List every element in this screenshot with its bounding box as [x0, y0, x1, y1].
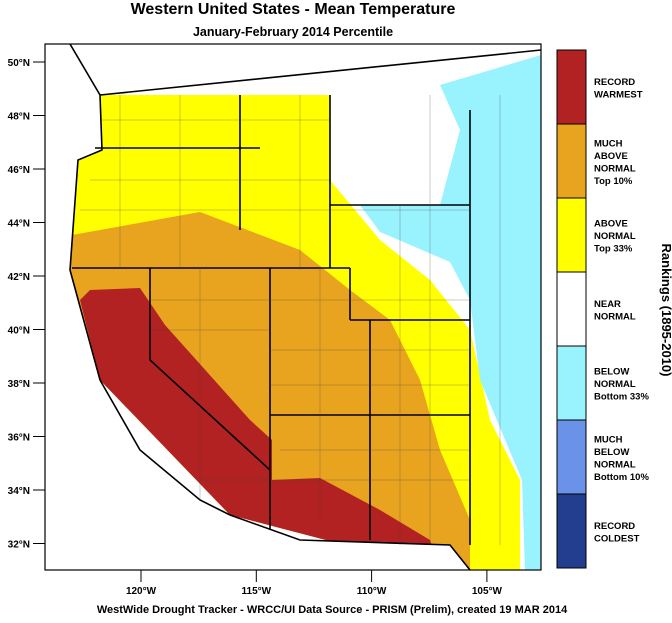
legend-label: WARMEST: [594, 89, 643, 100]
legend-label: NORMAL: [594, 231, 636, 242]
legend-label: MUCH: [594, 434, 623, 445]
legend-label: NORMAL: [594, 163, 636, 174]
legend-label: ABOVE: [594, 151, 628, 162]
legend-swatch: [556, 49, 587, 125]
legend-label: NORMAL: [594, 459, 636, 470]
legend-label: RECORD: [594, 77, 635, 88]
latitude-label: 50°N: [8, 58, 30, 69]
subtitle: January-February 2014 Percentile: [193, 25, 393, 39]
latitude-label: 42°N: [8, 272, 30, 283]
legend-label: Bottom 10%: [594, 472, 649, 483]
legend-swatch: [556, 419, 587, 495]
legend-label: NORMAL: [594, 311, 636, 322]
latitude-label: 32°N: [8, 540, 30, 551]
longitude-label: 105°W: [472, 586, 503, 597]
map-frame: [44, 43, 542, 571]
legend-swatch: [556, 197, 587, 273]
legend-title: Rankings (1895-2010): [659, 244, 672, 377]
latitude-label: 36°N: [8, 433, 30, 444]
footer: WestWide Drought Tracker - WRCC/UI Data …: [97, 604, 568, 616]
latitude-label: 44°N: [8, 219, 30, 230]
latitude-label: 46°N: [8, 165, 30, 176]
legend-label: RECORD: [594, 521, 635, 532]
legend-swatch: [556, 345, 587, 421]
legend-label: NEAR: [594, 299, 621, 310]
legend-label: BELOW: [594, 447, 629, 458]
legend-label: COLDEST: [594, 533, 640, 544]
title: Western United States - Mean Temperature: [131, 1, 456, 18]
legend-label: Top 10%: [594, 176, 633, 187]
legend-swatch: [556, 123, 587, 199]
latitude-label: 48°N: [8, 112, 30, 123]
latitude-label: 34°N: [8, 486, 30, 497]
legend-label: ABOVE: [594, 219, 628, 230]
legend-label: BELOW: [594, 367, 629, 378]
latitude-label: 38°N: [8, 379, 30, 390]
legend-swatch: [556, 493, 587, 569]
map-area: [45, 44, 541, 570]
legend-label: NORMAL: [594, 379, 636, 390]
longitude-label: 110°W: [357, 586, 387, 597]
legend-swatch: [556, 271, 587, 347]
legend-label: Top 33%: [594, 244, 633, 255]
legend-label: MUCH: [594, 138, 623, 149]
latitude-label: 40°N: [8, 326, 30, 337]
legend-label: Bottom 33%: [594, 392, 649, 403]
longitude-label: 120°W: [126, 586, 157, 597]
longitude-label: 115°W: [242, 586, 272, 597]
